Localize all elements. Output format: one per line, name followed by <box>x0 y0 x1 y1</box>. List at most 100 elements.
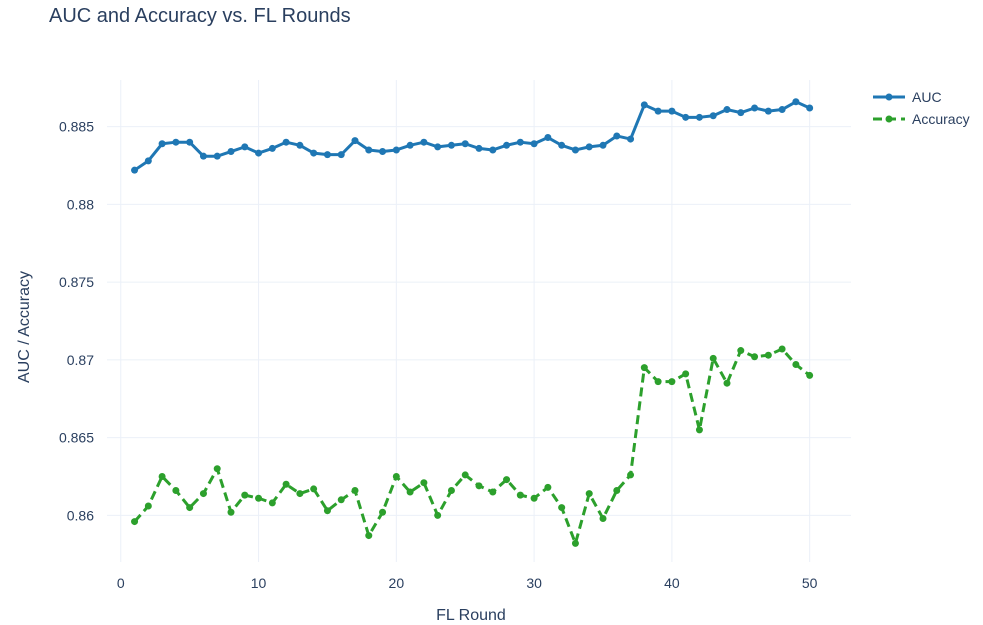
auc-point[interactable] <box>310 149 318 157</box>
auc-point[interactable] <box>751 104 759 112</box>
accuracy-point[interactable] <box>268 499 276 507</box>
auc-point[interactable] <box>778 106 786 114</box>
auc-point[interactable] <box>695 113 703 121</box>
auc-point[interactable] <box>516 138 524 146</box>
auc-point[interactable] <box>186 138 194 146</box>
accuracy-point[interactable] <box>654 378 662 386</box>
auc-point[interactable] <box>613 132 621 140</box>
accuracy-point[interactable] <box>365 532 373 540</box>
auc-point[interactable] <box>158 140 166 148</box>
auc-point[interactable] <box>296 141 304 149</box>
auc-point[interactable] <box>282 138 290 146</box>
accuracy-point[interactable] <box>737 347 745 355</box>
auc-point[interactable] <box>227 148 235 156</box>
series-auc[interactable] <box>131 98 814 174</box>
auc-point[interactable] <box>434 143 442 151</box>
auc-point[interactable] <box>268 144 276 152</box>
auc-point[interactable] <box>406 141 414 149</box>
accuracy-point[interactable] <box>282 480 290 488</box>
accuracy-point[interactable] <box>627 471 635 479</box>
auc-point[interactable] <box>764 107 772 115</box>
auc-point[interactable] <box>737 109 745 117</box>
auc-point[interactable] <box>337 151 345 159</box>
accuracy-point[interactable] <box>131 518 139 526</box>
auc-point[interactable] <box>199 152 207 160</box>
legend-item-auc[interactable]: AUC <box>873 89 942 105</box>
accuracy-point[interactable] <box>489 488 497 496</box>
accuracy-point[interactable] <box>255 494 263 502</box>
accuracy-point[interactable] <box>640 364 648 372</box>
accuracy-point[interactable] <box>778 345 786 353</box>
accuracy-point[interactable] <box>227 508 235 516</box>
auc-point[interactable] <box>640 101 648 109</box>
auc-point[interactable] <box>544 134 552 142</box>
accuracy-point[interactable] <box>310 485 318 493</box>
auc-point[interactable] <box>558 141 566 149</box>
accuracy-point[interactable] <box>544 483 552 491</box>
accuracy-point[interactable] <box>475 482 483 490</box>
auc-point[interactable] <box>489 146 497 154</box>
auc-point[interactable] <box>172 138 180 146</box>
accuracy-point[interactable] <box>599 514 607 522</box>
accuracy-point[interactable] <box>447 486 455 494</box>
auc-point[interactable] <box>475 144 483 152</box>
auc-point[interactable] <box>447 141 455 149</box>
accuracy-point[interactable] <box>695 426 703 434</box>
auc-point[interactable] <box>654 107 662 115</box>
accuracy-point[interactable] <box>558 504 566 512</box>
accuracy-point[interactable] <box>723 379 731 387</box>
auc-point[interactable] <box>503 141 511 149</box>
accuracy-point[interactable] <box>392 472 400 480</box>
accuracy-line[interactable] <box>133 347 811 545</box>
accuracy-point[interactable] <box>792 361 800 369</box>
accuracy-point[interactable] <box>420 479 428 487</box>
auc-point[interactable] <box>709 112 717 120</box>
accuracy-point[interactable] <box>806 371 814 379</box>
auc-line[interactable] <box>133 100 811 172</box>
accuracy-point[interactable] <box>764 351 772 359</box>
accuracy-point[interactable] <box>144 502 152 510</box>
accuracy-point[interactable] <box>379 508 387 516</box>
accuracy-point[interactable] <box>503 476 511 484</box>
auc-point[interactable] <box>131 166 139 174</box>
accuracy-point[interactable] <box>571 539 579 547</box>
accuracy-point[interactable] <box>585 490 593 498</box>
auc-point[interactable] <box>682 113 690 121</box>
auc-point[interactable] <box>792 98 800 106</box>
auc-point[interactable] <box>806 104 814 112</box>
auc-point[interactable] <box>585 143 593 151</box>
accuracy-point[interactable] <box>351 486 359 494</box>
auc-point[interactable] <box>379 148 387 156</box>
auc-point[interactable] <box>392 146 400 154</box>
accuracy-point[interactable] <box>682 370 690 378</box>
auc-point[interactable] <box>668 107 676 115</box>
accuracy-point[interactable] <box>461 471 469 479</box>
accuracy-point[interactable] <box>613 486 621 494</box>
auc-point[interactable] <box>571 146 579 154</box>
auc-point[interactable] <box>241 143 249 151</box>
auc-point[interactable] <box>323 151 331 159</box>
series-accuracy[interactable] <box>131 345 814 547</box>
accuracy-point[interactable] <box>668 378 676 386</box>
auc-point[interactable] <box>530 140 538 148</box>
accuracy-point[interactable] <box>186 504 194 512</box>
auc-point[interactable] <box>213 152 221 160</box>
accuracy-point[interactable] <box>241 491 249 499</box>
accuracy-point[interactable] <box>406 488 414 496</box>
accuracy-point[interactable] <box>516 491 524 499</box>
accuracy-point[interactable] <box>337 496 345 504</box>
accuracy-point[interactable] <box>172 486 180 494</box>
auc-point[interactable] <box>420 138 428 146</box>
auc-point[interactable] <box>723 106 731 114</box>
auc-point[interactable] <box>461 140 469 148</box>
accuracy-point[interactable] <box>709 354 717 362</box>
auc-point[interactable] <box>365 146 373 154</box>
accuracy-point[interactable] <box>323 507 331 515</box>
auc-point[interactable] <box>627 135 635 143</box>
accuracy-point[interactable] <box>213 465 221 473</box>
accuracy-point[interactable] <box>434 511 442 519</box>
accuracy-point[interactable] <box>158 472 166 480</box>
auc-point[interactable] <box>144 157 152 165</box>
auc-point[interactable] <box>599 141 607 149</box>
auc-point[interactable] <box>351 137 359 145</box>
